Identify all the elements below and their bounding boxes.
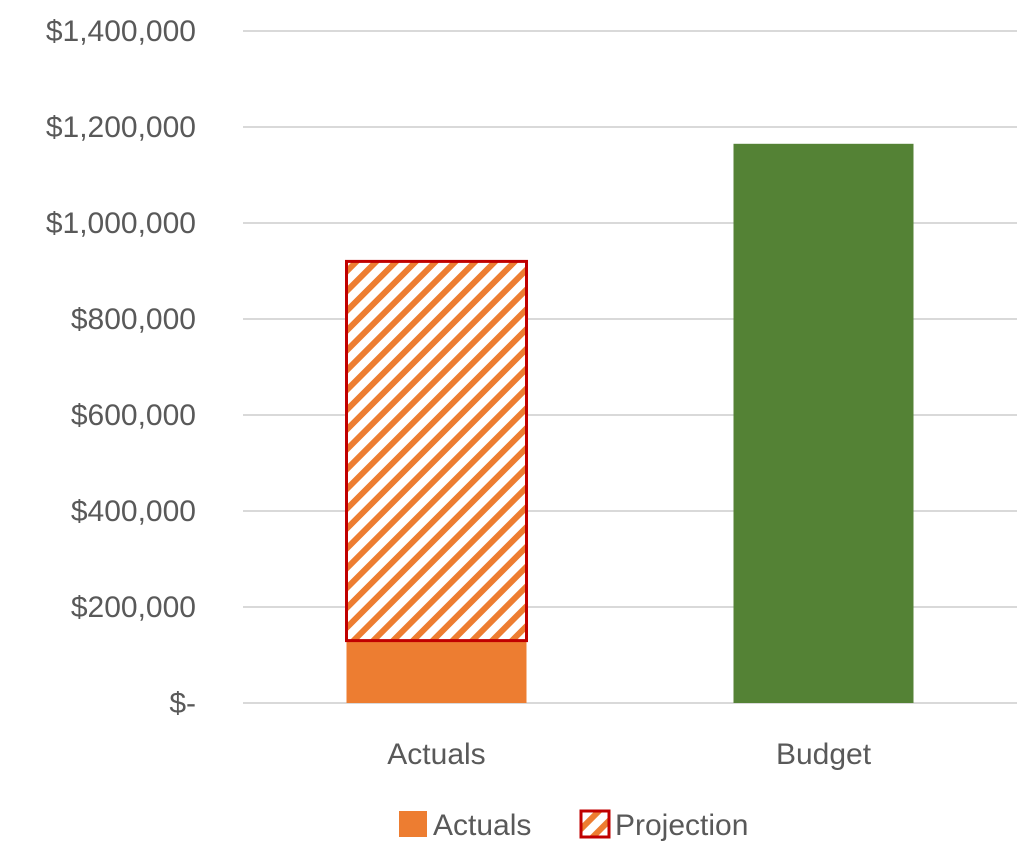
y-tick-label: $200,000 [71,591,196,624]
y-tick-label: $1,400,000 [46,15,196,48]
legend-label: Actuals [433,809,531,842]
bar-budget-value [733,143,914,704]
y-tick-label: $- [169,687,196,720]
y-tick-label: $400,000 [71,495,196,528]
legend-label: Projection [615,809,748,842]
bar-actuals-projection [345,259,528,643]
bars [345,143,914,704]
x-axis-category-labels: Actuals Budget [387,738,871,771]
bar-actuals-actuals [346,640,527,703]
legend: Actuals Projection [399,809,748,842]
y-tick-label: $800,000 [71,303,196,336]
legend-swatch-projection [579,809,611,839]
x-category-label: Budget [776,738,872,771]
y-tick-label: $1,200,000 [46,111,196,144]
legend-swatch-actuals [399,811,427,837]
y-tick-label: $1,000,000 [46,207,196,240]
y-tick-label: $600,000 [71,399,196,432]
x-category-label: Actuals [387,738,485,771]
y-axis-tick-labels: $- $200,000 $400,000 $600,000 $800,000 $1,000… [46,15,196,720]
